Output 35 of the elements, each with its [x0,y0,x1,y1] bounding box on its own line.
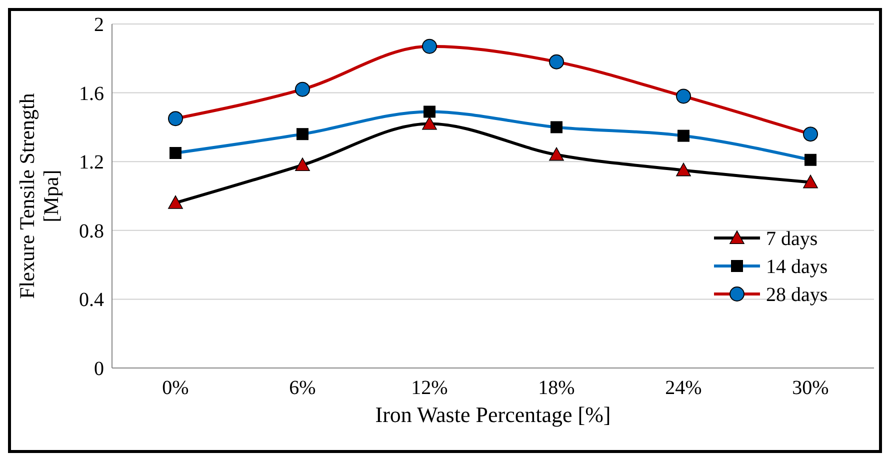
point [676,88,691,104]
y-tick-label: 0.8 [79,220,104,242]
x-tick-label: 24% [665,377,702,399]
x-tick-label: 12% [411,377,448,399]
legend-label: 14 days [766,256,828,278]
y-axis-title: Flexure Tensile Strength [Mpa] [15,92,63,299]
point [678,130,690,142]
point [803,126,818,142]
point [422,38,437,54]
y-tick-label: 0.4 [79,289,104,312]
y-tick-label: 0 [94,358,104,380]
y-tick-label: 2 [94,14,104,36]
y-tick-label: 1.6 [79,82,104,105]
legend-label: 28 days [766,284,828,306]
point [295,158,310,172]
x-axis-title: Iron Waste Percentage [%] [375,402,611,427]
point [168,111,183,126]
point [168,195,183,209]
point [295,82,310,97]
point [676,162,691,176]
point [422,116,437,130]
point [550,121,562,134]
point [296,128,308,140]
legend-label: 7 days [766,228,818,250]
x-tick-label: 0% [162,377,189,399]
point [804,154,816,166]
point [170,147,182,159]
point [424,106,436,118]
x-tick-label: 30% [792,377,829,399]
y-tick-label: 1.2 [79,152,104,174]
x-tick-label: 6% [289,377,316,399]
point [549,54,564,70]
x-tick-label: 18% [538,377,575,399]
point [803,174,818,188]
point [549,147,564,161]
